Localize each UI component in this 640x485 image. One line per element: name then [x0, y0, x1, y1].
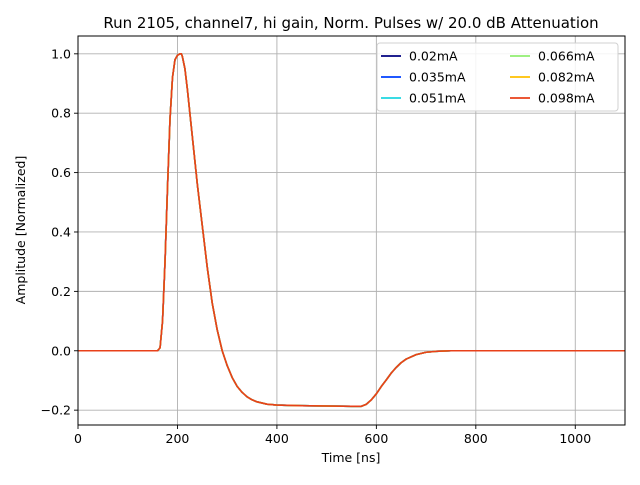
legend: 0.02mA 0.035mA 0.051mA 0.066mA 0.082mA 0.098m…: [376, 42, 619, 112]
axis-ticks: 0 200 400 600 800 1000 −0.2 0.0 0.2 0.4 0.6 0.8 1.0: [41, 46, 592, 446]
series-line-0.098mA: [78, 53, 625, 408]
legend-entry-label: 0.098mA: [538, 91, 595, 106]
chart-title: Run 2105, channel7, hi gain, Norm. Pulse…: [103, 14, 598, 32]
legend-entry-label: 0.02mA: [409, 49, 458, 64]
x-tick-label: 800: [464, 431, 488, 446]
y-tick-label: 0.4: [51, 224, 71, 239]
x-tick-label: 600: [364, 431, 388, 446]
x-axis-label: Time [ns]: [321, 450, 381, 465]
legend-entry-label: 0.066mA: [538, 49, 595, 64]
plot-frame: [77, 35, 626, 426]
legend-entry-label: 0.082mA: [538, 70, 595, 85]
x-tick-label: 1000: [559, 431, 591, 446]
legend-entry-label: 0.035mA: [409, 70, 466, 85]
y-tick-label: 0.2: [51, 284, 71, 299]
y-tick-label: 0.6: [51, 165, 71, 180]
y-tick-label: 1.0: [51, 46, 71, 61]
y-tick-label: 0.0: [51, 343, 71, 358]
series-lines: [78, 53, 625, 408]
y-tick-label: 0.8: [51, 106, 71, 121]
x-tick-label: 0: [74, 431, 82, 446]
x-tick-label: 400: [265, 431, 289, 446]
legend-entry-label: 0.051mA: [409, 91, 466, 106]
legend-box: [376, 42, 619, 112]
y-axis-label: Amplitude [Normalized]: [13, 156, 28, 305]
x-tick-label: 200: [166, 431, 190, 446]
y-tick-label: −0.2: [41, 403, 71, 418]
